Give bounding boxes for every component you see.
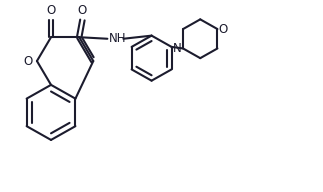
Text: N: N: [173, 42, 182, 55]
Text: NH: NH: [109, 32, 126, 45]
Text: O: O: [78, 4, 87, 17]
Text: O: O: [23, 55, 32, 68]
Text: O: O: [219, 22, 228, 36]
Text: O: O: [47, 4, 56, 17]
